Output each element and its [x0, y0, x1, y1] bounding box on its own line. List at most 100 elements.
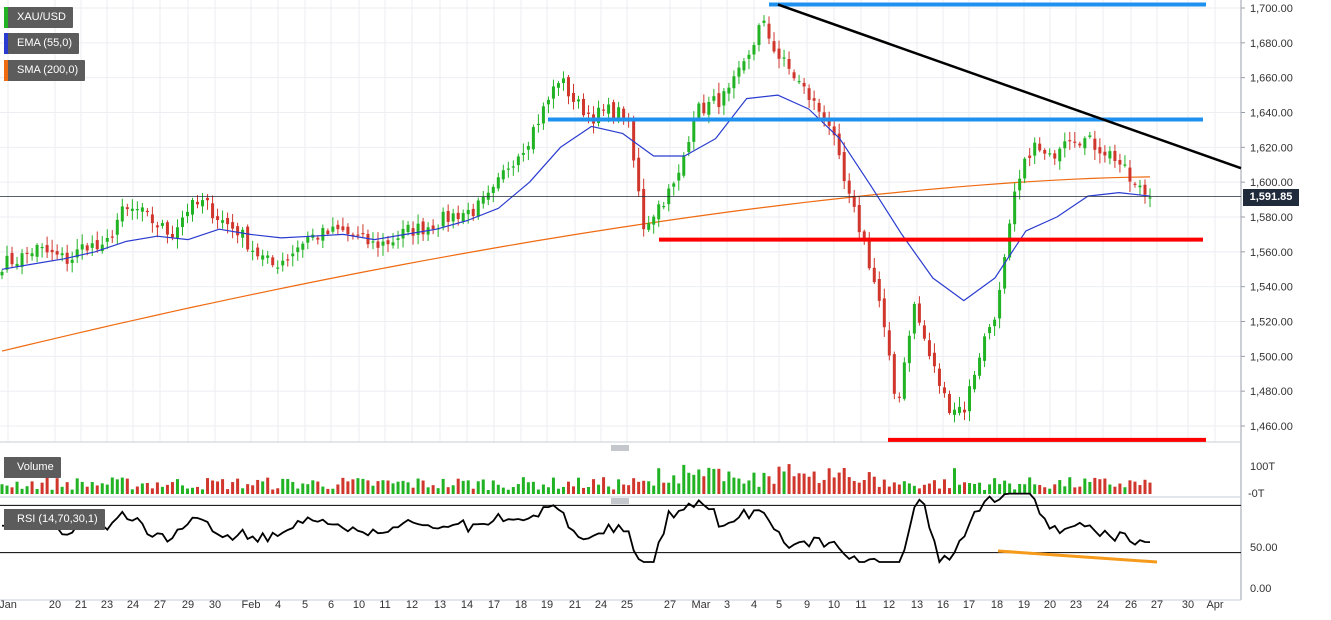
- volume-bar: [25, 486, 29, 494]
- volume-bar: [692, 474, 696, 494]
- candle-body: [857, 205, 861, 233]
- time-tick-label: 19: [541, 599, 553, 611]
- sma-label: SMA (200,0): [17, 64, 79, 76]
- candle-body: [1053, 153, 1057, 159]
- volume-bar: [637, 481, 641, 494]
- panel-separators[interactable]: [611, 445, 629, 504]
- rsi-label: RSI (14,70,30,1): [17, 513, 98, 525]
- panel-resize-handle[interactable]: [611, 445, 629, 451]
- volume-bar: [592, 479, 596, 494]
- volume-bar: [446, 487, 450, 494]
- candle-body: [346, 226, 350, 235]
- time-tick-label: 30: [209, 599, 221, 611]
- volume-bar: [80, 481, 84, 494]
- candle-body: [1038, 143, 1042, 151]
- time-tick-label: 6: [328, 599, 334, 611]
- volume-bar: [1008, 483, 1012, 494]
- volume-bar: [902, 481, 906, 494]
- ema-legend[interactable]: EMA (55,0): [4, 33, 80, 54]
- candle-body: [1088, 135, 1092, 137]
- candle-body: [1043, 149, 1047, 154]
- candle-body: [907, 335, 911, 364]
- sma-legend[interactable]: SMA (200,0): [4, 60, 86, 81]
- volume-bar: [912, 485, 916, 494]
- candle-body: [155, 225, 159, 228]
- candle-body: [802, 82, 806, 87]
- volume-bar: [993, 478, 997, 494]
- time-tick-label: 23: [1070, 599, 1082, 611]
- volume-bar: [261, 481, 265, 494]
- candle-body: [1108, 151, 1112, 159]
- candle-body: [998, 289, 1002, 319]
- time-tick-label: Apr: [1206, 599, 1223, 611]
- volume-bar: [155, 482, 159, 494]
- volume-bar: [737, 478, 741, 494]
- candle-body: [571, 92, 575, 102]
- volume-bar: [887, 486, 891, 494]
- time-tick-label: Jan: [0, 599, 17, 611]
- candle-body: [1073, 141, 1077, 143]
- candle-body: [637, 157, 641, 192]
- volume-bar: [932, 480, 936, 494]
- volume-bar: [566, 481, 570, 494]
- candle-body: [256, 247, 260, 257]
- time-tick-label: 24: [1097, 599, 1109, 611]
- volume-bar: [331, 488, 335, 494]
- volume-bar: [817, 483, 821, 494]
- candle-body: [807, 88, 811, 100]
- sma-line: [1, 176, 1151, 352]
- price-tick-label: 1,460.00: [1250, 421, 1293, 433]
- volume-bar: [271, 489, 275, 494]
- volume-bar: [451, 485, 455, 494]
- candle-body: [662, 205, 666, 208]
- candle-body: [927, 340, 931, 357]
- volume-bar: [682, 464, 686, 494]
- rsi-panel: 50.00 0.00: [0, 492, 1278, 595]
- candle-body: [15, 263, 19, 267]
- candle-body: [642, 188, 646, 230]
- candle-body: [1133, 183, 1137, 185]
- price-tick-label: 1,620.00: [1250, 142, 1293, 154]
- panel-resize-handle[interactable]: [611, 498, 629, 504]
- volume-bar: [1073, 487, 1077, 494]
- candle-body: [216, 216, 220, 221]
- volume-bar: [927, 483, 931, 494]
- candle-body: [411, 228, 415, 236]
- volume-bar: [877, 486, 881, 494]
- volume-bar: [727, 471, 731, 494]
- volume-bar: [541, 484, 545, 494]
- volume-bar: [812, 471, 816, 494]
- volume-bar: [386, 480, 390, 494]
- volume-legend[interactable]: Volume: [4, 457, 61, 478]
- price-tick-label: 1,600.00: [1250, 177, 1293, 189]
- candle-body: [832, 126, 836, 136]
- time-tick-label: 11: [855, 599, 866, 611]
- volume-bar: [90, 482, 94, 494]
- volume-bar: [747, 480, 751, 494]
- candle-body: [1013, 191, 1017, 225]
- candle-body: [150, 214, 154, 224]
- volume-bar: [1118, 483, 1122, 494]
- volume-bar: [1043, 487, 1047, 494]
- volume-bar: [978, 482, 982, 494]
- volume-bar: [40, 482, 44, 494]
- time-tick-label: 29: [182, 599, 194, 611]
- candle-body: [792, 72, 796, 79]
- price-panel[interactable]: [0, 0, 1241, 442]
- volume-label: Volume: [17, 461, 54, 473]
- candle-body: [231, 222, 235, 229]
- candle-body: [677, 172, 681, 181]
- price-tick-label: 1,560.00: [1250, 247, 1293, 259]
- volume-bar: [35, 488, 39, 494]
- rsi-legend[interactable]: RSI (14,70,30,1): [4, 509, 105, 530]
- symbol-legend[interactable]: XAU/USD: [4, 7, 73, 28]
- volume-bar: [1018, 483, 1022, 494]
- candle-body: [727, 87, 731, 94]
- volume-bar: [847, 477, 851, 494]
- candle-body: [622, 108, 626, 120]
- candle-body: [1003, 257, 1007, 289]
- price-tick-label: 1,700.00: [1250, 3, 1293, 15]
- volume-bar: [211, 480, 215, 494]
- time-tick-label: 3: [724, 599, 730, 611]
